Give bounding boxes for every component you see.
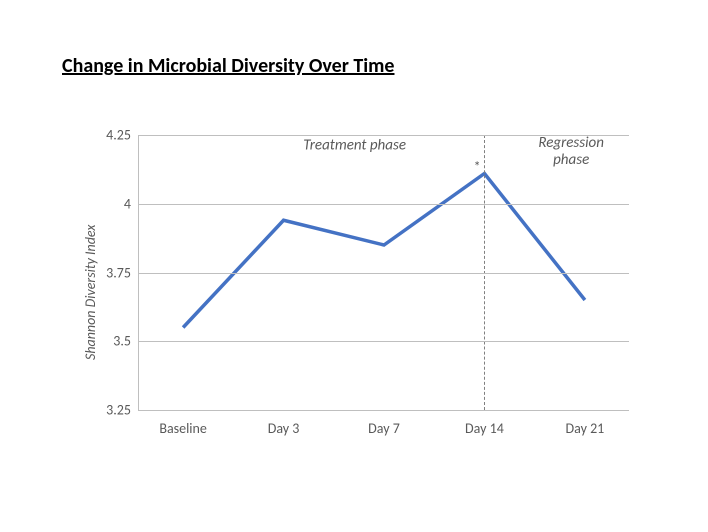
x-tick-label: Day 3 [268,420,300,437]
y-axis-label: Shannon Diversity Index [82,225,99,360]
chart-title: Change in Microbial Diversity Over Time [62,54,394,78]
y-tick-label: 3.75 [106,264,131,281]
x-tick-label: Baseline [159,420,207,437]
phase-annotation: Regressionphase [538,134,604,169]
x-tick-label: Day 7 [368,420,400,437]
y-tick-label: 3.5 [113,333,131,350]
gridline [139,204,629,205]
significance-asterisk: * [474,158,481,175]
plot-area: * 3.253.53.7544.25BaselineDay 3Day 7Day … [138,135,629,411]
phase-annotation: Treatment phase [303,137,406,154]
y-tick-label: 4.25 [106,127,131,144]
x-tick-label: Day 21 [566,420,605,437]
chart-container: Change in Microbial Diversity Over Time … [0,0,708,532]
y-tick-label: 3.25 [106,402,131,419]
gridline [139,273,629,274]
x-tick-label: Day 14 [465,420,504,437]
gridline [139,341,629,342]
y-tick-label: 4 [124,195,131,212]
